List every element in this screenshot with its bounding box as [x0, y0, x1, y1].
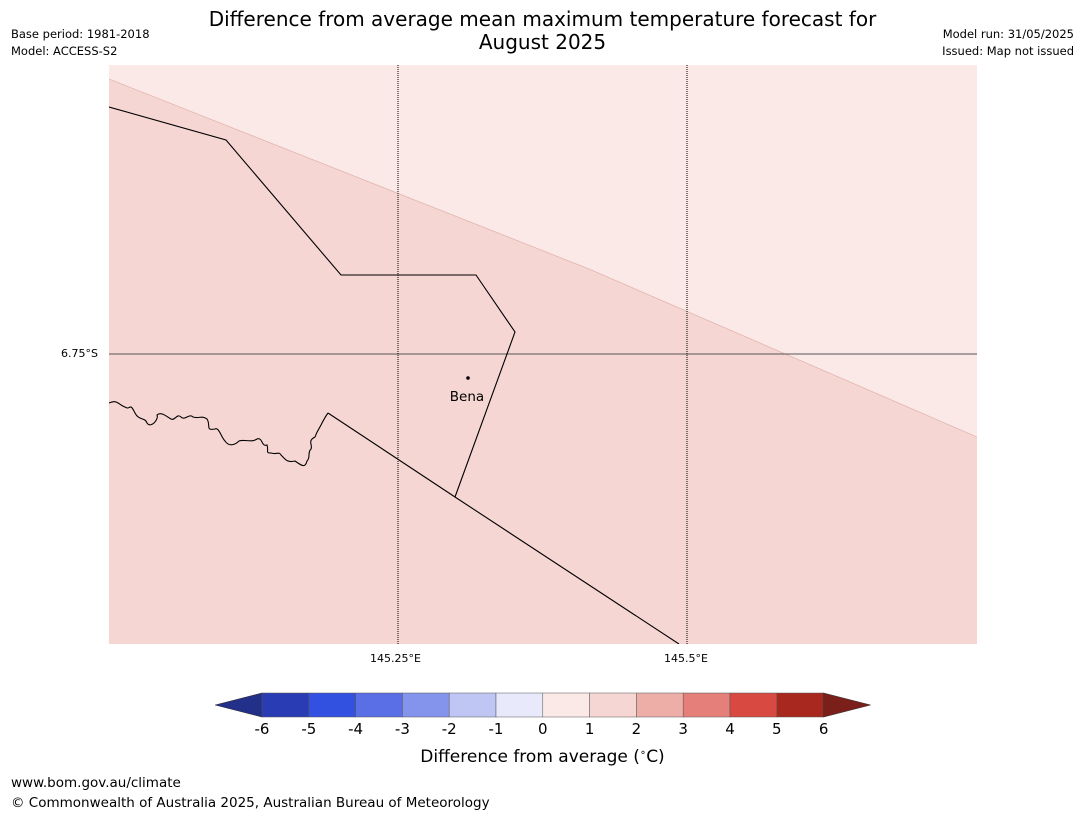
colorbar-segment	[636, 692, 684, 718]
latitude-label: 6.75°S	[61, 347, 98, 360]
footer-copyright: © Commonwealth of Australia 2025, Austra…	[11, 795, 490, 811]
colorbar	[215, 692, 871, 718]
colorbar-tick-label: -1	[488, 720, 504, 738]
colorbar-extend-low	[215, 692, 263, 718]
colorbar-segment	[682, 692, 731, 718]
colorbar-tick-label: 3	[678, 720, 688, 738]
coastline	[109, 401, 329, 467]
forecast-map[interactable]: Bena	[109, 65, 977, 644]
colorbar-tick-label: 0	[538, 720, 548, 738]
colorbar-label: Difference from average (∘C)	[0, 747, 1085, 767]
model-run-text: Model run: 31/05/2025	[942, 27, 1074, 41]
colorbar-extend-high	[823, 692, 871, 718]
zone-1-2-area	[109, 79, 977, 644]
colorbar-tick-label: 1	[584, 720, 595, 738]
colorbar-tick-label: -6	[254, 720, 270, 738]
bena-label: Bena	[450, 389, 484, 405]
zone-contour-line	[109, 78, 977, 438]
colorbar-segment	[261, 692, 310, 718]
colorbar-segment	[355, 692, 403, 718]
district-boundary	[109, 106, 516, 498]
title-line-1: Difference from average mean maximum tem…	[208, 7, 877, 31]
colorbar-tick-label: -3	[394, 720, 410, 738]
colorbar-tick-label: -4	[348, 720, 364, 738]
colorbar-segment	[402, 692, 450, 718]
colorbar-label-text: Difference from average (	[420, 747, 640, 767]
colorbar-segment	[495, 692, 544, 718]
bena-marker-icon[interactable]	[466, 376, 470, 380]
colorbar-tick-label: 6	[818, 720, 829, 738]
title-line-2: August 2025	[478, 30, 607, 54]
colorbar-segment	[542, 692, 590, 718]
district-boundary-south	[327, 412, 680, 644]
colorbar-label-unit: C)	[646, 747, 665, 767]
colorbar-tick-label: 5	[772, 720, 782, 738]
colorbar-ticks: -6 -5 -4 -3 -2 -1 0 1 2 3 4 5 6	[0, 720, 1085, 740]
colorbar-segment	[448, 692, 497, 718]
meta-left: Base period: 1981-2018 Model: ACCESS-S2	[11, 26, 150, 60]
longitude-label-145-25: 145.25°E	[370, 652, 421, 665]
colorbar-tick-label: -2	[441, 720, 457, 738]
model-text: Model: ACCESS-S2	[11, 44, 118, 58]
degree-symbol: ∘	[639, 747, 647, 759]
map-title: Difference from average mean maximum tem…	[0, 8, 1085, 54]
longitude-label-145-5: 145.5°E	[664, 652, 708, 665]
colorbar-segment	[589, 692, 637, 718]
colorbar-tick-label: 2	[631, 720, 642, 738]
colorbar-tick-label: -5	[301, 720, 317, 738]
issued-text: Issued: Map not issued	[942, 44, 1074, 58]
meta-right: Model run: 31/05/2025 Issued: Map not is…	[942, 26, 1074, 60]
base-period-text: Base period: 1981-2018	[11, 27, 150, 41]
colorbar-segment	[308, 692, 356, 718]
colorbar-tick-label: 4	[725, 720, 735, 738]
colorbar-segment	[729, 692, 778, 718]
footer-url[interactable]: www.bom.gov.au/climate	[11, 775, 181, 791]
colorbar-segment	[776, 692, 824, 718]
